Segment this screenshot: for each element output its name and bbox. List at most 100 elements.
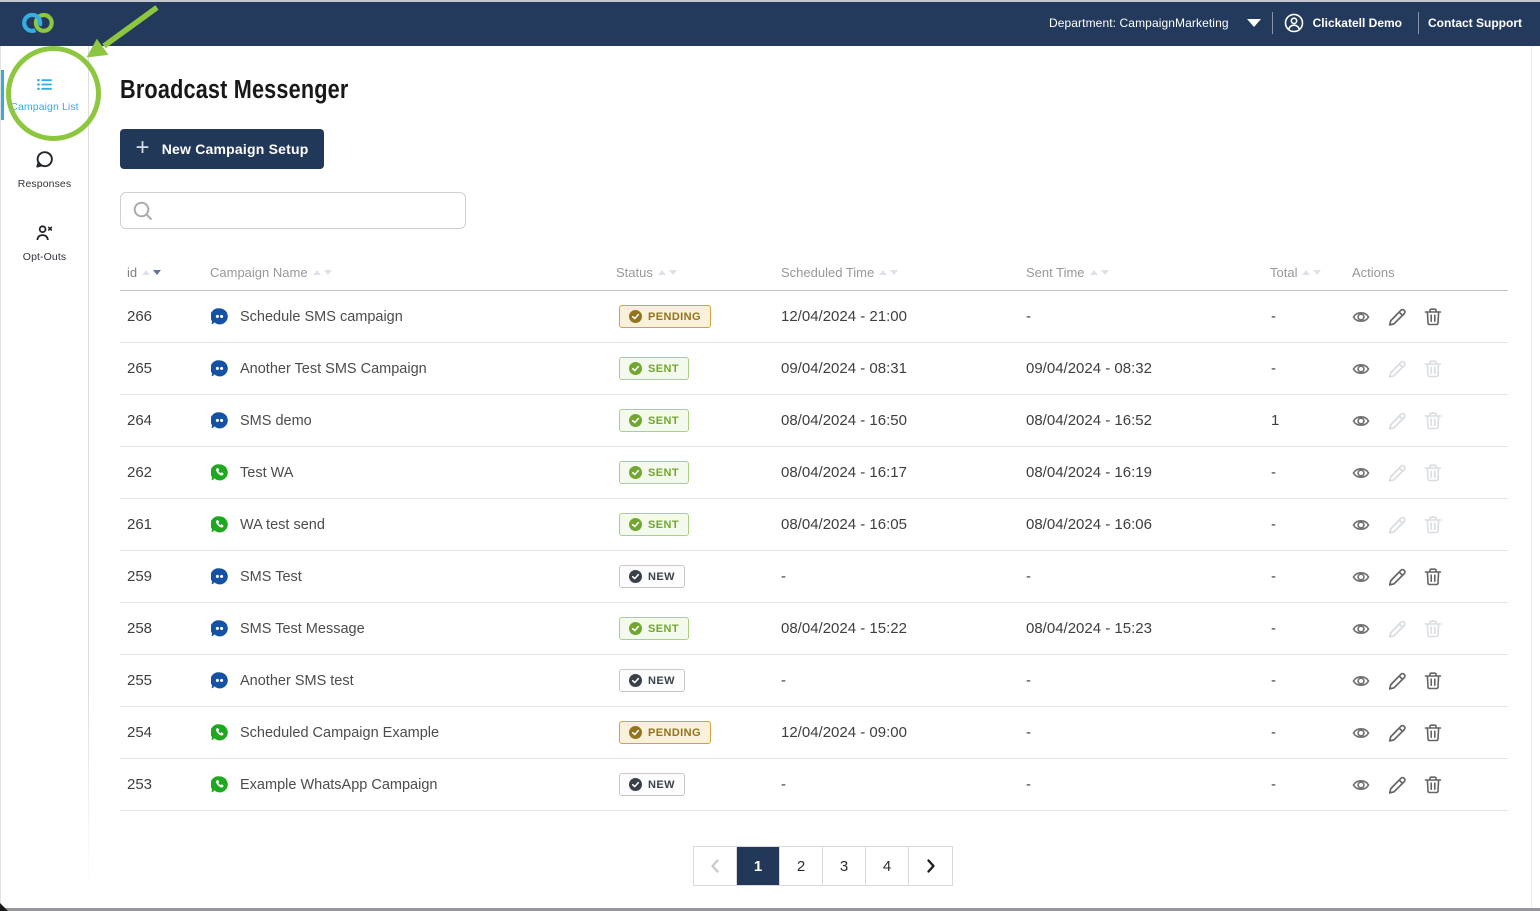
cell-total: - — [1271, 672, 1276, 689]
view-button[interactable] — [1352, 360, 1370, 378]
view-button[interactable] — [1352, 412, 1370, 430]
new-campaign-setup-button[interactable]: + New Campaign Setup — [120, 129, 324, 169]
column-header-scheduled[interactable]: Scheduled Time — [781, 265, 1026, 280]
edit-button[interactable] — [1388, 672, 1406, 690]
sort-desc-icon[interactable] — [668, 270, 677, 275]
new-campaign-setup-label: New Campaign Setup — [161, 141, 309, 157]
campaign-name-text: Test WA — [240, 464, 294, 481]
view-button[interactable] — [1352, 672, 1370, 690]
sort-asc-icon[interactable] — [312, 270, 321, 275]
column-header-total[interactable]: Total — [1270, 265, 1352, 280]
cell-total: - — [1271, 568, 1276, 585]
view-button[interactable] — [1352, 776, 1370, 794]
view-button[interactable] — [1352, 620, 1370, 638]
cell-sent-time: 08/04/2024 - 16:19 — [1026, 464, 1152, 481]
delete-button — [1424, 359, 1442, 378]
sort-arrows[interactable] — [142, 270, 162, 275]
sort-asc-icon[interactable] — [657, 270, 666, 275]
search-input[interactable] — [154, 193, 465, 228]
user-menu[interactable]: Clickatell Demo — [1284, 13, 1402, 33]
cell-actions — [1352, 463, 1508, 482]
sort-desc-icon[interactable] — [890, 270, 899, 275]
next-page-button[interactable] — [909, 847, 952, 885]
sidebar-item-responses[interactable]: Responses — [0, 151, 89, 190]
page-button-3[interactable]: 3 — [823, 847, 866, 885]
status-badge: SENT — [619, 617, 689, 640]
sort-asc-icon[interactable] — [1089, 270, 1098, 275]
sms-channel-icon — [211, 308, 228, 325]
sort-desc-icon[interactable] — [1313, 270, 1322, 275]
edit-button-icon — [1388, 308, 1406, 326]
view-button[interactable] — [1352, 516, 1370, 534]
cell-scheduled-time: 08/04/2024 - 16:50 — [781, 412, 907, 429]
table-row: 253 Example WhatsApp Campaign NEW - - - — [120, 759, 1508, 811]
delete-button[interactable] — [1424, 723, 1442, 742]
page-button-1[interactable]: 1 — [737, 847, 780, 885]
sort-arrows[interactable] — [1302, 270, 1322, 275]
cell-id: 254 — [127, 724, 153, 741]
edit-button[interactable] — [1388, 568, 1406, 586]
view-button-icon — [1352, 311, 1370, 322]
view-button[interactable] — [1352, 568, 1370, 586]
campaign-name-text: Another Test SMS Campaign — [240, 360, 427, 377]
campaign-name-text: Example WhatsApp Campaign — [240, 776, 438, 793]
contact-support-link[interactable]: Contact Support — [1428, 16, 1522, 30]
sort-desc-icon[interactable] — [1100, 270, 1109, 275]
edit-button[interactable] — [1388, 724, 1406, 742]
sort-arrows[interactable] — [657, 270, 677, 275]
edit-button[interactable] — [1388, 776, 1406, 794]
cell-id: 262 — [127, 464, 153, 481]
table-row: 258 SMS Test Message SENT 08/04/2024 - 15:2… — [120, 603, 1508, 655]
table-row: 254 Scheduled Campaign Example PENDING 12/0… — [120, 707, 1508, 759]
sort-desc-icon[interactable] — [153, 270, 162, 275]
cell-id: 264 — [127, 412, 153, 429]
view-button[interactable] — [1352, 724, 1370, 742]
cell-actions — [1352, 515, 1508, 534]
edit-button-icon — [1388, 412, 1406, 430]
column-header-status[interactable]: Status — [616, 265, 781, 280]
sort-arrows[interactable] — [1089, 270, 1109, 275]
sort-desc-icon[interactable] — [323, 270, 332, 275]
cell-total: - — [1271, 308, 1276, 325]
page-button-4[interactable]: 4 — [866, 847, 909, 885]
campaign-name-text: Another SMS test — [240, 672, 354, 689]
page-button-2[interactable]: 2 — [780, 847, 823, 885]
delete-button[interactable] — [1424, 567, 1442, 586]
table-row: 262 Test WA SENT 08/04/2024 - 16:17 08/04/20… — [120, 447, 1508, 499]
sidebar-item-opt-outs[interactable]: Opt-Outs — [0, 225, 89, 263]
cell-total: - — [1271, 464, 1276, 481]
sms-channel-icon — [211, 620, 228, 637]
edit-button — [1388, 360, 1406, 378]
whatsapp-channel-icon — [211, 724, 228, 741]
cell-id: 261 — [127, 516, 153, 533]
delete-button-icon — [1424, 411, 1442, 429]
delete-button[interactable] — [1424, 671, 1442, 690]
column-header-sent[interactable]: Sent Time — [1026, 265, 1270, 280]
sort-arrows[interactable] — [312, 270, 332, 275]
edit-button[interactable] — [1388, 308, 1406, 326]
delete-button[interactable] — [1424, 775, 1442, 794]
sidebar-item-campaign-list[interactable]: Campaign List — [0, 79, 89, 113]
column-header-name[interactable]: Campaign Name — [210, 265, 616, 280]
sort-asc-icon[interactable] — [1302, 270, 1311, 275]
cell-id: 259 — [127, 568, 153, 585]
department-selector[interactable]: Department: CampaignMarketing — [1049, 16, 1261, 30]
cell-id: 266 — [127, 308, 153, 325]
view-button[interactable] — [1352, 464, 1370, 482]
campaign-name-text: WA test send — [240, 516, 325, 533]
table-row: 266 Schedule SMS campaign PENDING 12/04/202… — [120, 291, 1508, 343]
status-badge: SENT — [619, 461, 689, 484]
status-label: SENT — [648, 466, 679, 479]
status-badge: SENT — [619, 513, 689, 536]
column-label: Total — [1270, 265, 1298, 280]
view-button-icon — [1352, 415, 1370, 426]
column-header-id[interactable]: id — [120, 265, 210, 280]
delete-button[interactable] — [1424, 307, 1442, 326]
sort-asc-icon[interactable] — [142, 270, 151, 275]
view-button[interactable] — [1352, 308, 1370, 326]
sort-asc-icon[interactable] — [879, 270, 888, 275]
sort-arrows[interactable] — [879, 270, 899, 275]
check-circle-icon — [629, 622, 642, 635]
cell-sent-time: 08/04/2024 - 15:23 — [1026, 620, 1152, 637]
